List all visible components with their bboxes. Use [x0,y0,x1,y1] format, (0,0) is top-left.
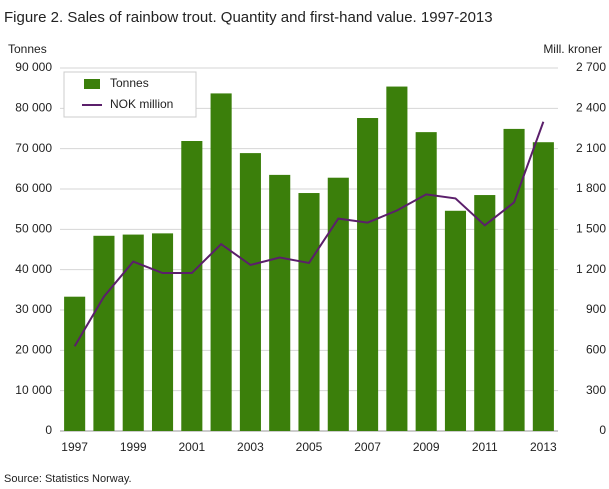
bar [64,296,86,431]
y2-tick-label: 1 800 [576,181,606,195]
y2-tick-label: 2 100 [576,141,606,155]
bar [298,193,320,431]
x-tick-label: 2005 [296,440,323,454]
x-tick-label: 2001 [178,440,205,454]
bar [503,128,525,432]
bar [181,141,203,431]
x-tick-label: 2003 [237,440,264,454]
x-tick-label: 2007 [354,440,381,454]
y2-tick-label: 1 200 [576,262,606,276]
bar [444,210,467,431]
x-tick-label: 2011 [472,440,498,454]
bar [269,174,291,431]
x-tick-label: 2009 [413,440,440,454]
bar [122,234,144,431]
y2-tick-label: 300 [586,383,606,397]
y-tick-label: 50 000 [15,222,52,236]
y-tick-label: 40 000 [15,262,52,276]
chart-title: Figure 2. Sales of rainbow trout. Quanti… [4,9,493,26]
y-tick-label: 90 000 [15,60,52,74]
legend-label: Tonnes [110,76,149,90]
y2-tick-label: 2 700 [576,60,606,74]
y-axis-label: Tonnes [8,42,47,56]
legend-swatch [84,79,100,89]
x-tick-label: 2013 [530,440,557,454]
y2-tick-label: 1 500 [576,222,606,236]
y-tick-label: 60 000 [15,181,52,195]
x-tick-label: 1999 [120,440,147,454]
bar [327,177,349,431]
bar [151,233,174,431]
y-tick-label: 70 000 [15,141,52,155]
y-tick-label: 0 [45,423,52,437]
bar [357,118,379,431]
bar [532,142,554,432]
legend-label: NOK million [110,97,173,111]
bar [239,153,261,431]
x-tick-label: 1997 [61,440,88,454]
y2-axis-label: Mill. kroner [543,42,602,56]
line [73,121,545,347]
y2-tick-label: 600 [586,343,606,357]
bar [415,132,437,431]
y2-tick-label: 900 [586,302,606,316]
source-note: Source: Statistics Norway. [4,473,132,485]
y2-tick-label: 0 [599,423,606,437]
bar [210,93,232,431]
bar [386,86,408,431]
bar [93,235,115,431]
y-tick-label: 20 000 [15,343,52,357]
y-tick-label: 80 000 [15,101,52,115]
y2-tick-label: 2 400 [576,101,606,115]
y-tick-label: 30 000 [15,302,52,316]
bar [474,195,496,431]
y-tick-label: 10 000 [15,383,52,397]
